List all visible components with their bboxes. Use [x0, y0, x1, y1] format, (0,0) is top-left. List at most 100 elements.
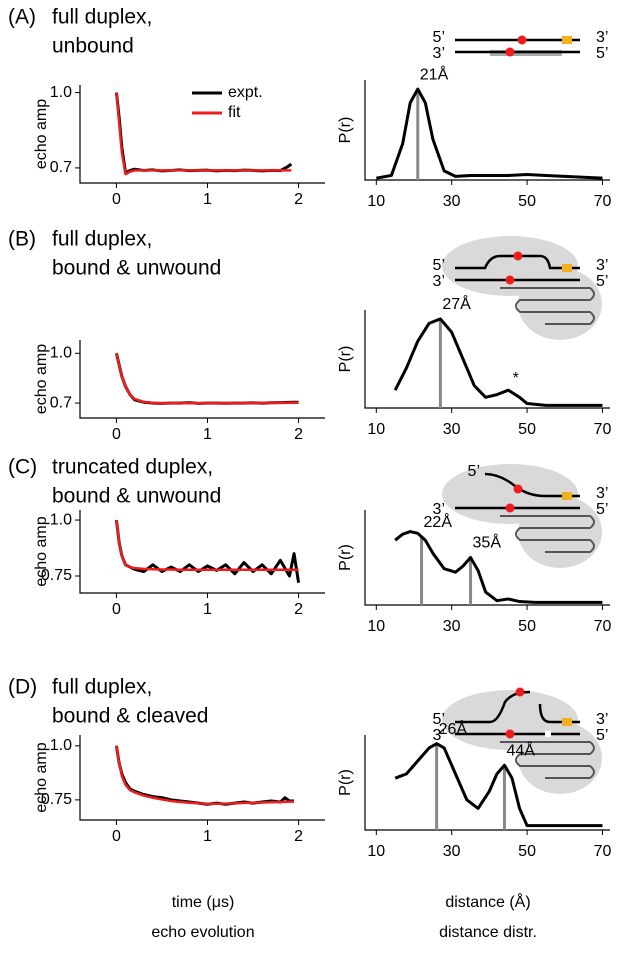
spin-label — [517, 35, 527, 45]
strand-end: 3’ — [596, 485, 608, 502]
x-axis-label: time (μs) — [172, 894, 235, 911]
protein — [518, 496, 602, 568]
x-tick-label: 1 — [203, 426, 212, 443]
series-line — [115, 745, 295, 806]
nick — [545, 731, 551, 737]
spin-label — [513, 484, 523, 494]
panel-label: (A) — [8, 6, 36, 29]
strand-end: 3’ — [433, 727, 445, 744]
x-tick-label: 70 — [594, 193, 612, 210]
spin-label — [505, 275, 515, 285]
annotation: * — [513, 370, 519, 387]
protein — [518, 722, 602, 794]
strand-end: 3’ — [433, 273, 445, 290]
y-tick-label: 0.7 — [50, 394, 72, 411]
axis — [79, 510, 325, 594]
x-tick-label: 1 — [203, 601, 212, 618]
x-tick-label: 2 — [294, 601, 303, 618]
peak-label: 35Å — [473, 533, 502, 552]
caption: echo evolution — [151, 924, 254, 941]
strand-end: 3’ — [433, 501, 445, 518]
x-tick-label: 0 — [112, 828, 121, 845]
strand-end: 5’ — [596, 273, 608, 290]
axis — [79, 85, 325, 184]
y-axis-label: P(r) — [337, 117, 354, 144]
distribution-line — [394, 530, 603, 604]
series-line — [115, 519, 299, 571]
x-tick-label: 2 — [294, 426, 303, 443]
x-axis-label: distance (Å) — [445, 892, 530, 911]
spin-label — [505, 503, 515, 513]
strand-end: 5’ — [596, 45, 608, 62]
x-tick-label: 70 — [594, 618, 612, 635]
strand-end: 3’ — [596, 711, 608, 728]
spin-label — [505, 729, 515, 739]
marker — [562, 492, 572, 500]
strand-end: 5’ — [433, 29, 445, 46]
distribution-line — [393, 317, 603, 407]
panel-title: full duplex, — [52, 228, 152, 251]
rna — [500, 741, 595, 779]
y-tick-label: 1.0 — [50, 84, 72, 101]
y-axis-label: echo amp — [33, 344, 50, 414]
spin-label — [513, 251, 523, 261]
y-tick-label: 0.75 — [41, 567, 72, 584]
rna — [500, 515, 595, 553]
x-tick-label: 50 — [518, 193, 536, 210]
peak-label: 44Å — [506, 740, 535, 759]
x-tick-label: 10 — [367, 618, 385, 635]
x-tick-label: 50 — [518, 421, 536, 438]
spin-label — [515, 687, 525, 697]
strand-end: 5’ — [596, 727, 608, 744]
series-line — [114, 352, 299, 405]
panel-title: bound & unwound — [52, 257, 221, 280]
series-line — [115, 92, 292, 176]
y-axis-label: P(r) — [337, 346, 354, 373]
axis — [364, 310, 610, 409]
peak-label: 26Å — [439, 719, 468, 738]
strand-end: 5’ — [433, 257, 445, 274]
x-tick-label: 30 — [443, 193, 461, 210]
strand-end: 3’ — [596, 257, 608, 274]
x-tick-label: 30 — [443, 618, 461, 635]
panel-title: bound & unwound — [52, 485, 221, 508]
y-axis-label: P(r) — [337, 769, 354, 796]
protein — [518, 268, 602, 340]
axis — [364, 80, 610, 181]
series-line — [114, 519, 301, 583]
y-axis-label: echo amp — [33, 516, 50, 586]
y-tick-label: 1.0 — [50, 511, 72, 528]
panel-title: bound & cleaved — [52, 705, 208, 728]
strand-end: 5’ — [468, 463, 480, 480]
panel-title: truncated duplex, — [52, 456, 213, 479]
x-tick-label: 70 — [594, 421, 612, 438]
x-tick-label: 30 — [443, 421, 461, 438]
panel-label: (B) — [8, 228, 36, 251]
panel-title: full duplex, — [52, 6, 152, 29]
x-tick-label: 70 — [594, 843, 612, 860]
distribution-line — [376, 87, 603, 180]
y-axis-label: echo amp — [33, 99, 50, 169]
marker — [562, 36, 572, 44]
legend-label: expt. — [228, 84, 263, 101]
spin-label — [505, 47, 515, 57]
strand-end: 3’ — [596, 29, 608, 46]
x-tick-label: 50 — [518, 618, 536, 635]
x-tick-label: 10 — [367, 193, 385, 210]
x-tick-label: 2 — [294, 191, 303, 208]
x-tick-label: 50 — [518, 843, 536, 860]
series-line — [115, 352, 299, 405]
caption: distance distr. — [439, 924, 537, 941]
x-tick-label: 1 — [203, 828, 212, 845]
x-tick-label: 10 — [367, 421, 385, 438]
series-line — [114, 92, 293, 175]
y-tick-label: 1.0 — [50, 344, 72, 361]
panel-title: unbound — [52, 35, 134, 58]
strand-end: 5’ — [433, 711, 445, 728]
y-tick-label: 0.75 — [41, 791, 72, 808]
y-tick-label: 0.7 — [50, 159, 72, 176]
peak-label: 21Å — [420, 64, 449, 83]
peak-label: 22Å — [424, 512, 453, 531]
y-tick-label: 1.0 — [50, 737, 72, 754]
axis — [364, 735, 610, 831]
